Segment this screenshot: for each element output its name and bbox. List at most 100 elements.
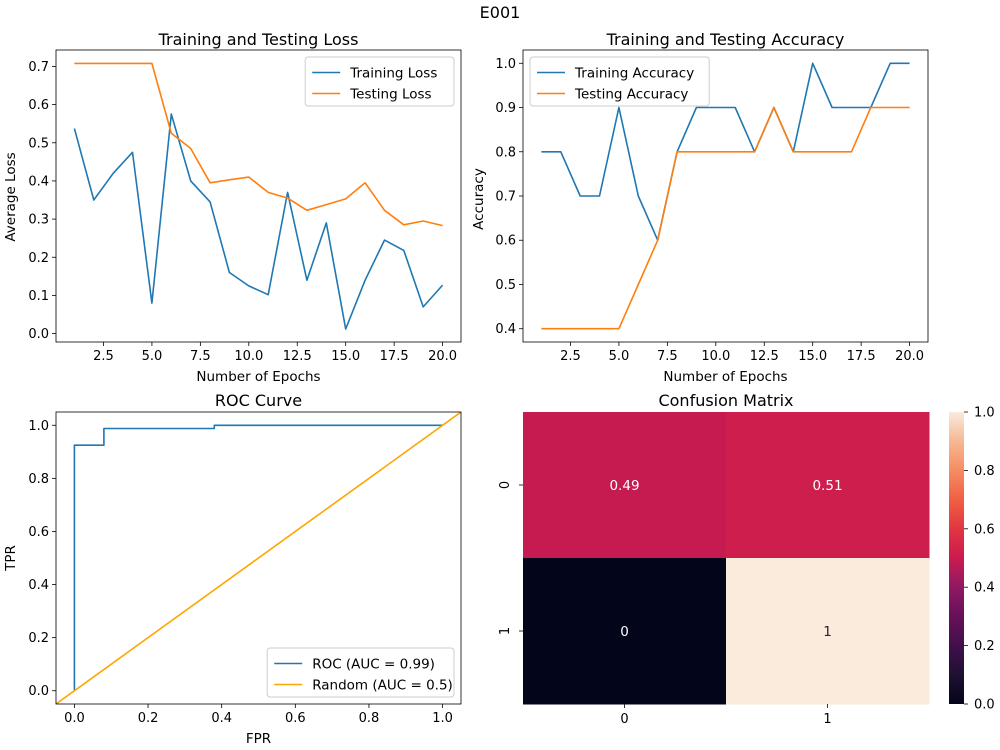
accuracy-x-tick-label: 5.0	[609, 349, 630, 364]
accuracy-series-group	[541, 62, 910, 330]
roc-series-line-0	[73, 424, 443, 691]
roc-axes-frame	[55, 411, 462, 705]
roc-y-tick-label: 0.8	[28, 472, 49, 487]
loss-series-line-0	[73, 113, 444, 330]
colorbar	[949, 412, 964, 704]
accuracy-x-tick-label: 17.5	[847, 349, 876, 364]
heatmap-cell	[523, 412, 727, 559]
accuracy-y-tick-label: 0.7	[495, 190, 516, 205]
roc-x-tick-label: 1.0	[432, 711, 453, 726]
accuracy-legend: Training Accuracy Testing Accuracy	[529, 56, 710, 107]
heatmap-y-tick-label: 1	[498, 627, 513, 635]
roc-x-tick-label: 0.8	[359, 711, 380, 726]
accuracy-x-tick-label: 7.5	[657, 349, 678, 364]
colorbar-tick-label: 0.6	[974, 522, 995, 537]
roc-legend-label: Random (AUC = 0.5)	[312, 678, 453, 694]
colorbar-tick-label: 1.0	[974, 406, 995, 421]
loss-legend-label: Testing Loss	[349, 87, 431, 103]
heatmap-x-tick-label: 1	[823, 712, 831, 727]
accuracy-x-tick-label: 15.0	[798, 349, 827, 364]
accuracy-x-tick-label: 12.5	[750, 349, 779, 364]
loss-legend-label: Training Loss	[349, 66, 437, 82]
heatmap-cell-label: 0.49	[609, 478, 639, 494]
loss-y-tick-label: 0.5	[28, 136, 49, 151]
heatmap-y-tick-label: 0	[498, 481, 513, 489]
loss-series-line-1	[74, 62, 443, 227]
accuracy-legend-box	[529, 56, 710, 107]
loss-x-axis-label: Number of Epochs	[196, 369, 320, 385]
heatmap-cell-label: 0.51	[812, 478, 842, 494]
accuracy-y-axis-label: Accuracy	[471, 168, 487, 230]
loss-plot: Training and Testing Loss Number of Epoc…	[3, 30, 462, 385]
loss-y-tick-label: 0.3	[28, 213, 49, 228]
roc-y-tick-label: 1.0	[28, 419, 49, 434]
accuracy-y-tick-label: 0.6	[495, 234, 516, 249]
colorbar-tick-label: 0.8	[974, 464, 995, 479]
roc-legend: ROC (AUC = 0.99) Random (AUC = 0.5)	[266, 647, 455, 698]
roc-y-axis-label: TPR	[3, 545, 19, 572]
accuracy-legend-label: Testing Accuracy	[574, 87, 688, 103]
accuracy-plot: Training and Testing Accuracy Number of …	[471, 30, 929, 385]
accuracy-x-tick-label: 20.0	[895, 349, 924, 364]
heatmap-cell-label: 1	[823, 624, 832, 640]
accuracy-y-tick-label: 0.5	[495, 278, 516, 293]
loss-x-tick-label: 12.5	[283, 349, 312, 364]
roc-legend-label: ROC (AUC = 0.99)	[312, 657, 435, 673]
loss-x-tick-label: 2.5	[93, 349, 114, 364]
loss-x-tick-label: 5.0	[142, 349, 163, 364]
roc-y-tick-label: 0.0	[28, 684, 49, 699]
loss-x-tick-label: 7.5	[190, 349, 211, 364]
roc-y-tick-label: 0.2	[28, 631, 49, 646]
accuracy-series-line-1	[541, 106, 910, 330]
confusion-matrix: Confusion Matrix 0.49 0.51 0 1 0 1 0 1 0.0 0.2 0.4…	[498, 391, 995, 727]
accuracy-x-tick-label: 10.0	[701, 349, 730, 364]
loss-y-tick-label: 0.6	[28, 98, 49, 113]
loss-y-tick-label: 0.1	[28, 289, 49, 304]
heatmap-cell-label: 0	[620, 624, 629, 640]
roc-x-tick-label: 0.6	[285, 711, 306, 726]
loss-x-tick-label: 20.0	[428, 349, 457, 364]
roc-series-line-1	[56, 412, 461, 704]
accuracy-series-line-0	[541, 62, 910, 241]
loss-legend-box	[304, 56, 455, 107]
heatmap-cell	[726, 412, 930, 559]
loss-x-tick-label: 17.5	[380, 349, 409, 364]
loss-series-group	[73, 62, 444, 330]
loss-y-tick-label: 0.2	[28, 251, 49, 266]
figure-title: E001	[480, 3, 521, 22]
roc-x-tick-label: 0.0	[64, 711, 85, 726]
loss-plot-title: Training and Testing Loss	[158, 30, 359, 49]
accuracy-y-tick-label: 0.4	[495, 322, 516, 337]
colorbar-tick-label: 0.4	[974, 581, 995, 596]
roc-x-axis-label: FPR	[246, 731, 271, 747]
accuracy-x-axis-label: Number of Epochs	[663, 369, 787, 385]
loss-legend: Training Loss Testing Loss	[304, 56, 455, 107]
colorbar-tick-label: 0.2	[974, 639, 995, 654]
loss-x-tick-label: 15.0	[331, 349, 360, 364]
accuracy-legend-label: Training Accuracy	[574, 66, 694, 82]
roc-plot: ROC Curve FPR TPR 0.0 0.2 0.4 0.6 0.8 1.0 0.0 0…	[3, 391, 462, 747]
accuracy-y-tick-label: 1.0	[495, 57, 516, 72]
accuracy-plot-title: Training and Testing Accuracy	[606, 30, 845, 49]
roc-series-group	[56, 412, 461, 704]
loss-x-tick-label: 10.0	[234, 349, 263, 364]
roc-y-tick-label: 0.6	[28, 525, 49, 540]
loss-axes-frame	[55, 49, 462, 343]
roc-x-tick-label: 0.4	[211, 711, 232, 726]
roc-y-tick-label: 0.4	[28, 578, 49, 593]
heatmap-x-tick-label: 0	[620, 712, 628, 727]
accuracy-y-tick-label: 0.9	[495, 101, 516, 116]
colorbar-tick-label: 0.0	[974, 698, 995, 713]
loss-y-tick-label: 0.0	[28, 327, 49, 342]
accuracy-y-tick-label: 0.8	[495, 145, 516, 160]
confusion-matrix-title: Confusion Matrix	[658, 391, 793, 410]
loss-y-tick-label: 0.7	[28, 60, 49, 75]
accuracy-x-tick-label: 2.5	[560, 349, 581, 364]
heatmap-cell	[726, 558, 930, 705]
heatmap-cell	[523, 558, 727, 705]
loss-y-tick-label: 0.4	[28, 174, 49, 189]
loss-y-axis-label: Average Loss	[3, 152, 19, 241]
roc-legend-box	[266, 647, 455, 698]
roc-x-tick-label: 0.2	[138, 711, 159, 726]
